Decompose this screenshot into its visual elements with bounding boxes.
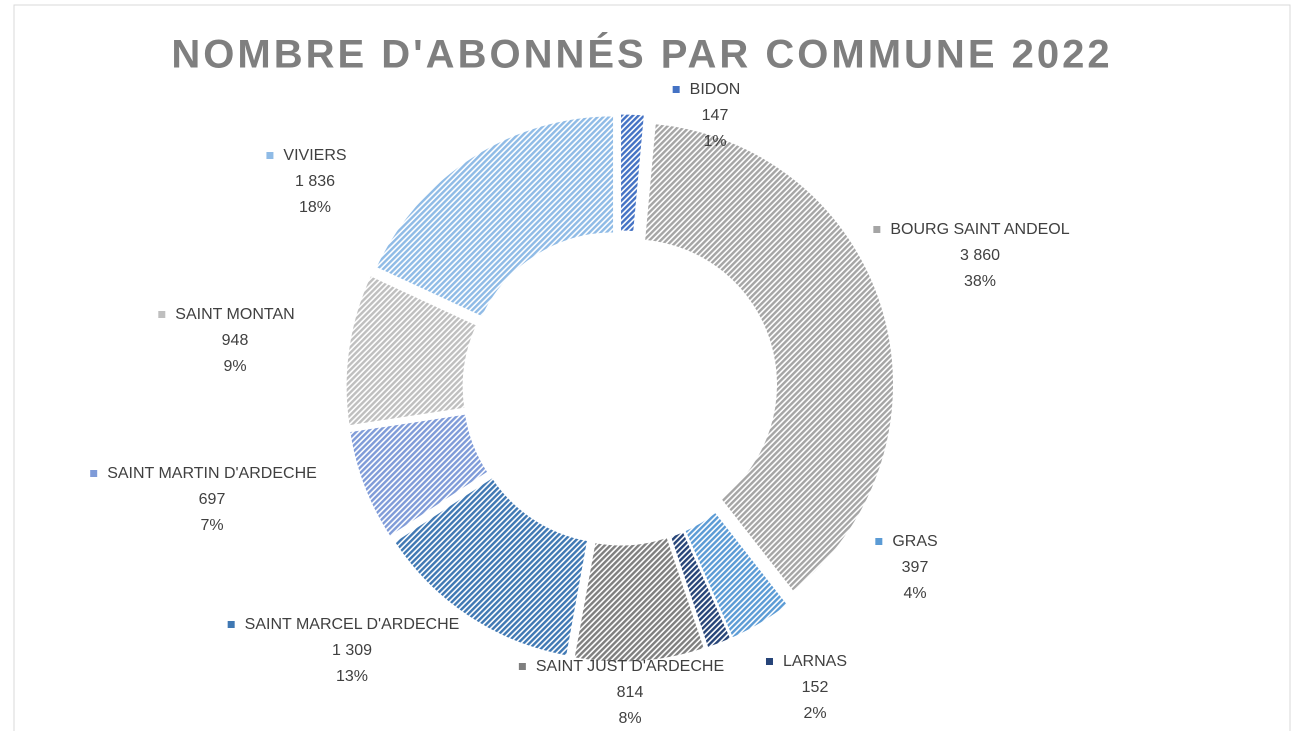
- label-value: 948: [222, 332, 249, 349]
- data-label: SAINT JUST D'ARDECHE 814 8%: [518, 658, 724, 727]
- data-label: SAINT MARCEL D'ARDECHE 1 309 13%: [227, 616, 460, 685]
- label-value: 152: [802, 679, 829, 696]
- data-label: VIVIERS 1 836 18%: [266, 147, 347, 216]
- donut-segment: [573, 536, 705, 663]
- label-name: BOURG SAINT ANDEOL: [890, 221, 1069, 238]
- legend-marker: [875, 538, 883, 545]
- data-label: LARNAS 152 2%: [765, 653, 847, 722]
- data-label: BIDON 147 1%: [672, 81, 741, 150]
- label-percent: 9%: [223, 358, 246, 375]
- legend-marker: [158, 311, 166, 318]
- label-percent: 1%: [703, 133, 726, 150]
- label-value: 147: [702, 107, 729, 124]
- legend-marker: [90, 470, 98, 477]
- chart-title: NOMBRE D'ABONNÉS PAR COMMUNE 2022: [171, 32, 1112, 77]
- label-value: 814: [617, 684, 644, 701]
- label-percent: 8%: [618, 710, 641, 727]
- donut-segment: [393, 477, 589, 657]
- donut-segment: [620, 113, 645, 233]
- donut-segment: [644, 123, 895, 592]
- legend-marker: [518, 663, 526, 670]
- data-label: SAINT MARTIN D'ARDECHE 697 7%: [90, 465, 317, 534]
- label-name: LARNAS: [783, 653, 847, 670]
- label-percent: 7%: [200, 517, 223, 534]
- label-name: SAINT MARCEL D'ARDECHE: [245, 616, 460, 633]
- label-name: GRAS: [892, 533, 937, 550]
- legend-marker: [227, 621, 235, 628]
- label-percent: 13%: [336, 668, 368, 685]
- donut-segment: [684, 511, 789, 639]
- legend-marker: [873, 226, 881, 233]
- data-label: BOURG SAINT ANDEOL 3 860 38%: [873, 221, 1070, 290]
- label-name: SAINT MONTAN: [175, 306, 294, 323]
- donut-segment: [345, 275, 478, 427]
- label-value: 397: [902, 559, 929, 576]
- label-percent: 2%: [803, 705, 826, 722]
- donut-segment: [669, 531, 732, 649]
- legend-marker: [266, 152, 274, 159]
- data-label: GRAS 397 4%: [875, 533, 938, 602]
- label-value: 1 836: [295, 173, 335, 190]
- legend-marker: [672, 86, 680, 93]
- label-value: 697: [199, 491, 226, 508]
- label-percent: 38%: [964, 273, 996, 290]
- label-name: SAINT MARTIN D'ARDECHE: [107, 465, 317, 482]
- label-name: BIDON: [690, 81, 741, 98]
- donut-segment: [349, 413, 489, 537]
- legend-marker: [765, 658, 773, 665]
- label-value: 1 309: [332, 642, 372, 659]
- label-name: SAINT JUST D'ARDECHE: [536, 658, 724, 675]
- label-name: VIVIERS: [283, 147, 346, 164]
- donut-segment: [375, 115, 615, 318]
- data-label: SAINT MONTAN 948 9%: [158, 306, 295, 375]
- label-percent: 4%: [903, 585, 926, 602]
- label-percent: 18%: [299, 199, 331, 216]
- label-value: 3 860: [960, 247, 1000, 264]
